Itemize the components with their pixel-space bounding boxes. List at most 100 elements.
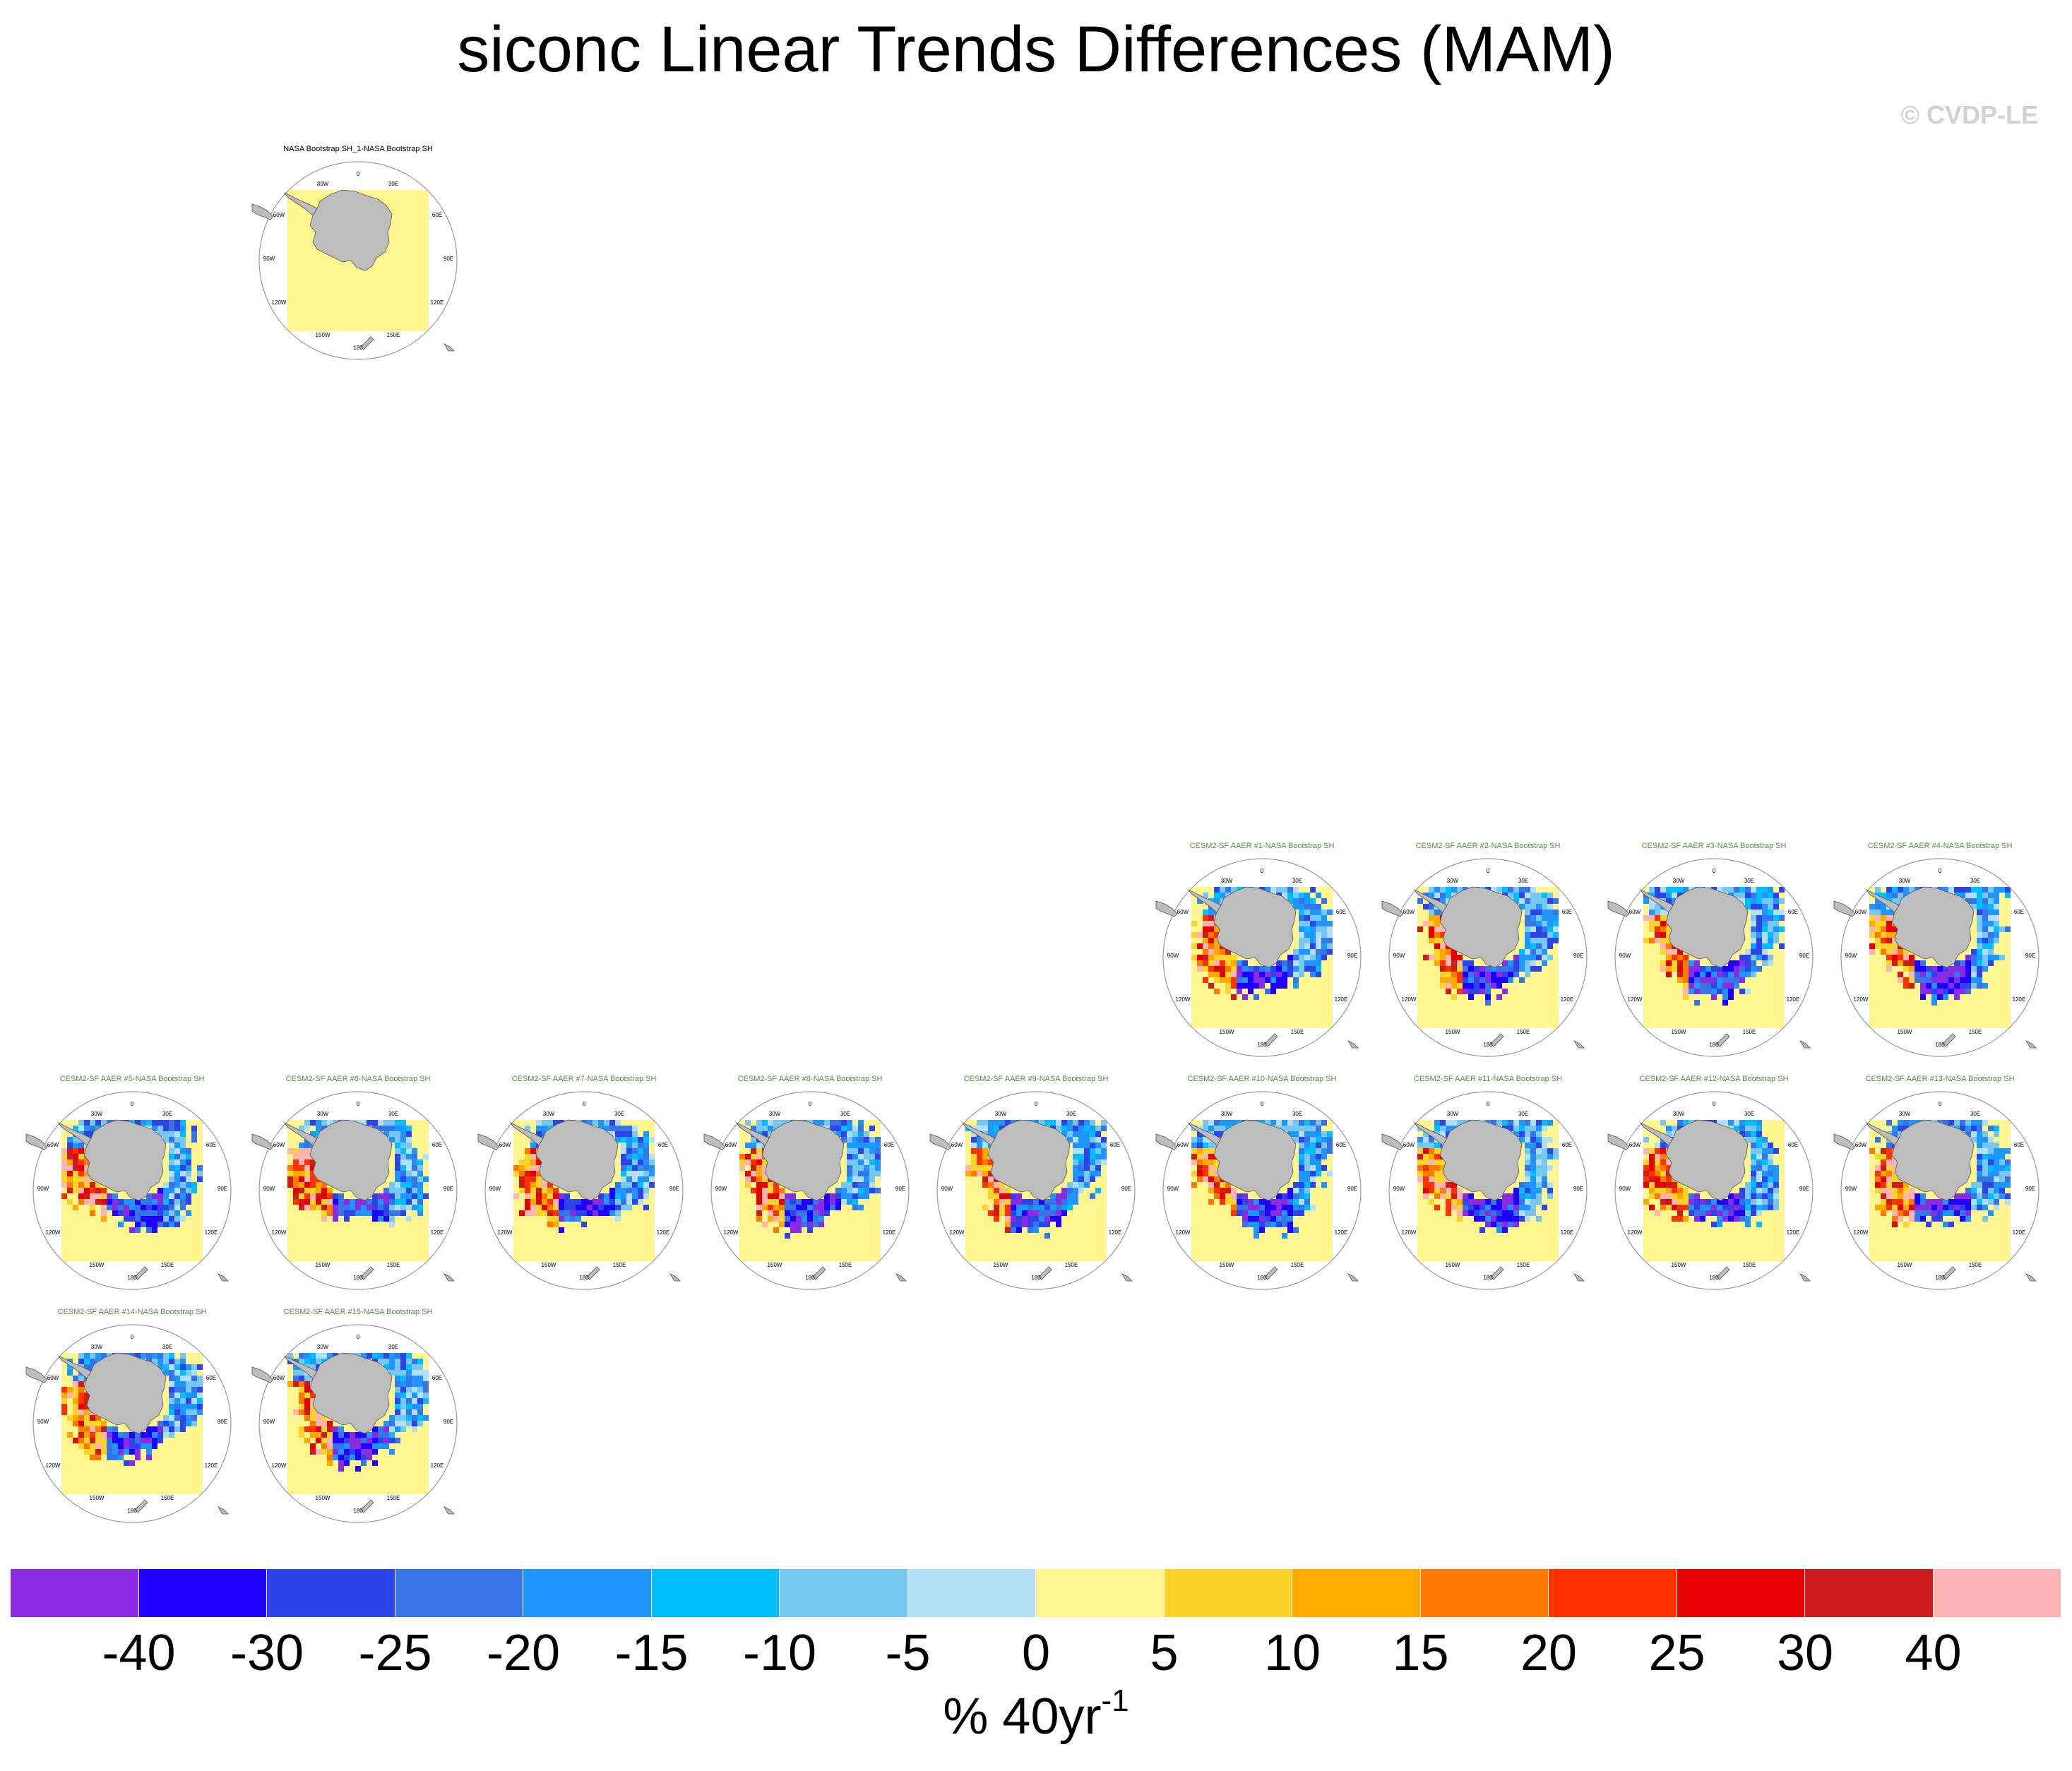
trend-cell [118, 1210, 124, 1216]
trend-cell [1751, 1205, 1756, 1210]
colorbar-tick-label: -20 [486, 1625, 561, 1681]
new-zealand-landmass [1264, 1266, 1278, 1280]
trend-cell [1999, 955, 2005, 960]
trend-cell [95, 1120, 101, 1126]
trend-cell [1756, 1188, 1762, 1193]
trend-cell [304, 1199, 310, 1205]
trend-cell [1293, 1210, 1299, 1216]
trend-cell [1039, 1216, 1044, 1222]
trend-cell [152, 1353, 157, 1359]
trend-cell [1553, 1148, 1559, 1154]
trend-cell [1496, 1120, 1502, 1126]
trend-cell [1886, 1199, 1892, 1205]
trend-cell [1999, 1159, 2005, 1165]
map-panel: CESM2-SF AAER #4-NASA Bootstrap SH 0 30W 30… [1833, 842, 2046, 1068]
trend-cell [1937, 972, 1943, 977]
panel-title: CESM2-SF AAER #10-NASA Bootstrap SH [1187, 1075, 1337, 1083]
trend-cell [852, 1205, 858, 1210]
south-america-landmass [251, 1133, 274, 1150]
trend-cell [1310, 1126, 1316, 1131]
trend-cell [1553, 938, 1559, 943]
trend-cell [593, 1205, 598, 1210]
trend-cell [1655, 1176, 1660, 1182]
trend-cell [1208, 915, 1214, 921]
trend-cell [1717, 1216, 1722, 1222]
trend-cell [1321, 926, 1327, 932]
trend-cell [1225, 1188, 1231, 1193]
trend-cell [1073, 1188, 1078, 1193]
trend-cell [1756, 1148, 1762, 1154]
trend-cell [146, 1222, 152, 1227]
trend-cell [73, 1126, 78, 1131]
trend-cell [186, 1148, 191, 1154]
trend-cell [304, 1409, 310, 1415]
trend-cell [1886, 1188, 1892, 1193]
trend-cell [417, 1188, 423, 1193]
trend-cell [773, 1182, 779, 1188]
trend-cell [1751, 1199, 1756, 1205]
longitude-label: 0 [131, 1101, 134, 1107]
trend-cell [768, 1120, 773, 1126]
trend-cell [1203, 1126, 1208, 1131]
trend-cell [1898, 977, 1903, 983]
trend-cell [1982, 915, 1988, 921]
trend-cell [169, 1171, 174, 1176]
trend-cell [191, 1188, 197, 1193]
trend-cell [1304, 938, 1310, 943]
trend-cell [1440, 983, 1446, 989]
trend-cell [400, 1182, 406, 1188]
trend-cell [1310, 943, 1316, 949]
trend-cell [135, 1455, 141, 1460]
trend-cell [835, 1131, 841, 1137]
trend-cell [1751, 1159, 1756, 1165]
trend-cell [1417, 1159, 1423, 1165]
map-boundary-circle [258, 161, 458, 360]
trend-cell [841, 1126, 847, 1131]
trend-cell [1542, 1148, 1547, 1154]
trend-cell [1078, 1171, 1084, 1176]
longitude-label: 90E [1347, 1186, 1357, 1192]
trend-cell [1259, 1199, 1265, 1205]
trend-cell [1751, 972, 1756, 977]
trend-cell [1666, 972, 1672, 977]
trend-cell [417, 1159, 423, 1165]
trend-cell [1434, 893, 1440, 898]
trend-cell [1446, 960, 1451, 966]
trend-cell [1287, 966, 1293, 972]
trend-cell [124, 1443, 129, 1449]
trend-cell [869, 1126, 875, 1131]
trend-cell [135, 1443, 141, 1449]
trend-cell [1214, 943, 1220, 949]
trend-cell [632, 1126, 638, 1131]
trend-cell [1881, 1199, 1886, 1205]
trend-cell [299, 1359, 304, 1364]
trend-cell [1683, 887, 1689, 893]
longitude-label: 150W [90, 1262, 105, 1268]
trend-cell [180, 1154, 186, 1159]
trend-cell [1203, 910, 1208, 915]
trend-cell [412, 1387, 417, 1393]
trend-cell [1745, 1216, 1751, 1222]
antarctica-landmass [1213, 886, 1297, 968]
trend-cell [1536, 1171, 1542, 1176]
trend-cell [1299, 955, 1304, 960]
trend-cell [1214, 955, 1220, 960]
colorbar-swatch [1805, 1569, 1934, 1617]
trend-cell [78, 1404, 84, 1409]
trend-cell [1316, 938, 1321, 943]
trend-cell [1479, 1210, 1485, 1216]
trend-cell [1463, 989, 1468, 994]
antarctica-landmass [535, 1119, 619, 1201]
trend-cell [547, 1188, 553, 1193]
trend-cell [1903, 1205, 1909, 1210]
trend-cell [1327, 1148, 1333, 1154]
trend-cell [1434, 1205, 1440, 1210]
trend-cell [1310, 932, 1316, 938]
longitude-label: 90W [1393, 1186, 1405, 1192]
trend-cell [1423, 921, 1429, 926]
trend-cell [1090, 1171, 1095, 1176]
longitude-label: 0 [583, 1101, 586, 1107]
trend-cell [1513, 1199, 1519, 1205]
trend-cell [971, 1165, 977, 1171]
